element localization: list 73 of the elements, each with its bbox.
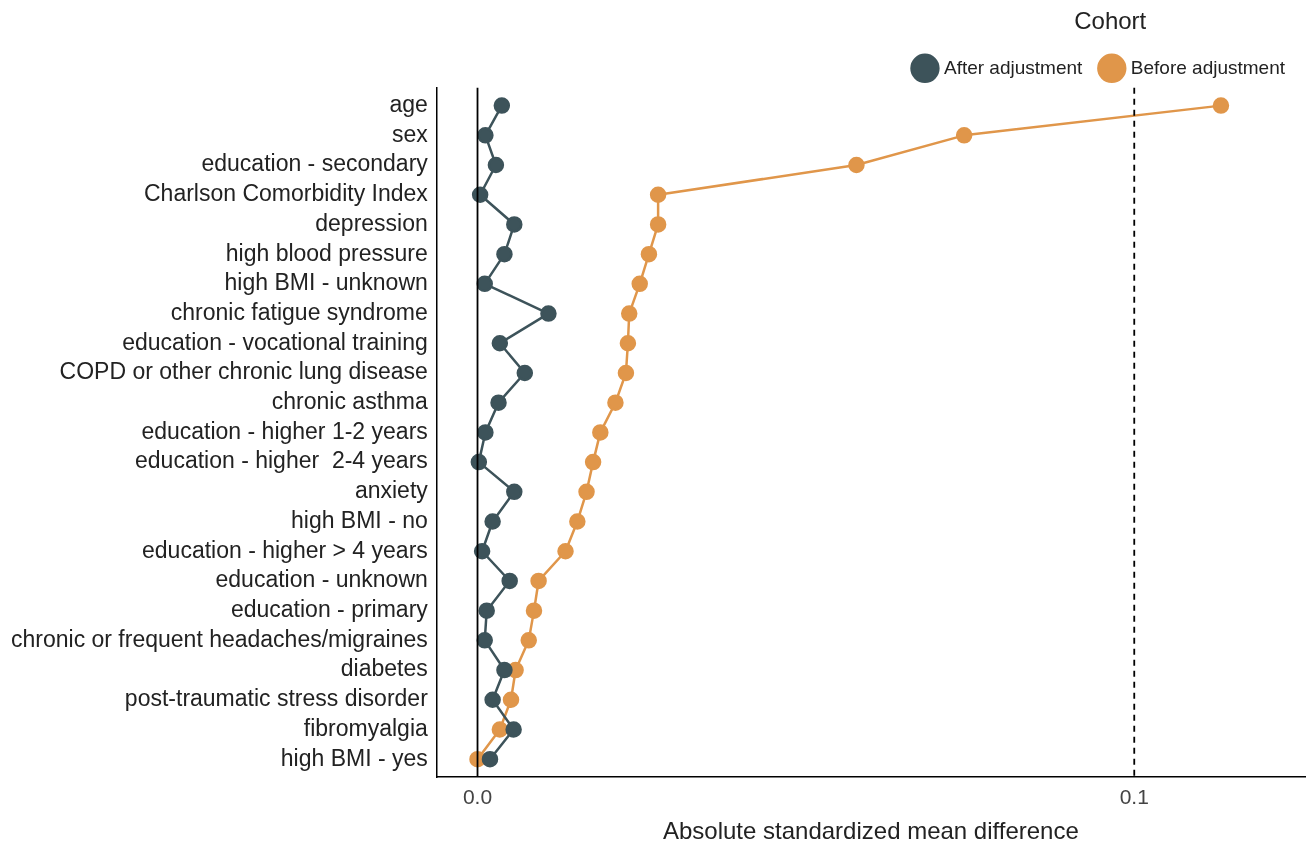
point xyxy=(584,453,602,471)
point xyxy=(491,721,509,738)
point xyxy=(640,245,658,263)
point xyxy=(484,691,501,709)
y-tick-label: education - higher > 4 years xyxy=(142,536,428,563)
point xyxy=(473,542,491,560)
point xyxy=(1212,97,1230,114)
legend-title: Cohort xyxy=(1074,6,1147,34)
y-tick-label: education - secondary xyxy=(201,150,429,177)
point xyxy=(649,216,667,233)
y-tick-label: fibromyalgia xyxy=(303,714,428,741)
y-tick-label: high BMI - no xyxy=(291,506,428,533)
point xyxy=(540,305,557,322)
y-tick-label: chronic fatigue syndrome xyxy=(170,298,428,325)
point xyxy=(607,394,624,411)
point xyxy=(481,750,499,768)
x-axis-title: Absolute standardized mean difference xyxy=(662,817,1079,845)
point xyxy=(501,572,518,590)
point xyxy=(476,632,493,649)
y-tick-label: education - primary xyxy=(230,595,429,622)
point xyxy=(496,245,513,263)
point xyxy=(493,97,511,114)
legend-label: After adjustment xyxy=(943,56,1084,78)
point xyxy=(491,335,509,352)
y-tick-label: high BMI - yes xyxy=(280,744,428,771)
y-tick-label: high BMI - unknown xyxy=(224,269,428,296)
y-tick-label: education - higher 2-4 years xyxy=(135,447,428,474)
y-tick-label: diabetes xyxy=(340,655,428,682)
y-tick-label: education - vocational training xyxy=(122,328,428,355)
point xyxy=(487,156,505,174)
point xyxy=(530,572,547,590)
point xyxy=(496,661,513,679)
y-tick-label: chronic asthma xyxy=(271,388,428,415)
y-tick-label: COPD or other chronic lung disease xyxy=(59,358,428,385)
point xyxy=(557,542,574,560)
point xyxy=(569,513,586,530)
point xyxy=(619,335,637,352)
point xyxy=(848,156,865,174)
point xyxy=(502,691,520,709)
y-tick-label: post-traumatic stress disorder xyxy=(124,685,429,712)
point xyxy=(471,186,489,203)
point xyxy=(505,721,522,738)
point xyxy=(470,453,488,471)
point xyxy=(631,275,648,293)
point xyxy=(476,275,493,293)
y-tick-label: depression xyxy=(315,209,428,236)
legend-label: Before adjustment xyxy=(1130,56,1286,78)
y-tick-label: education - higher 1-2 years xyxy=(141,417,428,444)
y-tick-label: Charlson Comorbidity Index xyxy=(144,180,429,207)
y-tick-label: high blood pressure xyxy=(225,239,428,266)
point xyxy=(578,483,595,501)
y-tick-label: sex xyxy=(392,120,429,147)
point xyxy=(516,364,534,382)
point xyxy=(620,305,638,322)
point xyxy=(477,424,494,441)
point xyxy=(506,483,523,501)
point xyxy=(506,216,523,233)
y-tick-label: age xyxy=(389,90,428,117)
point xyxy=(520,632,537,649)
point xyxy=(490,394,507,411)
point xyxy=(477,127,494,144)
point xyxy=(478,602,495,619)
point xyxy=(955,127,973,144)
y-tick-label: chronic or frequent headaches/migraines xyxy=(11,625,428,652)
y-tick-label: education - unknown xyxy=(215,566,428,593)
point xyxy=(649,186,667,203)
x-tick-label: 0.0 xyxy=(462,785,493,809)
x-tick-label: 0.1 xyxy=(1119,785,1149,809)
point xyxy=(525,602,543,619)
point xyxy=(617,364,635,382)
y-tick-label: anxiety xyxy=(354,477,429,504)
point xyxy=(592,424,609,441)
point xyxy=(484,513,501,530)
